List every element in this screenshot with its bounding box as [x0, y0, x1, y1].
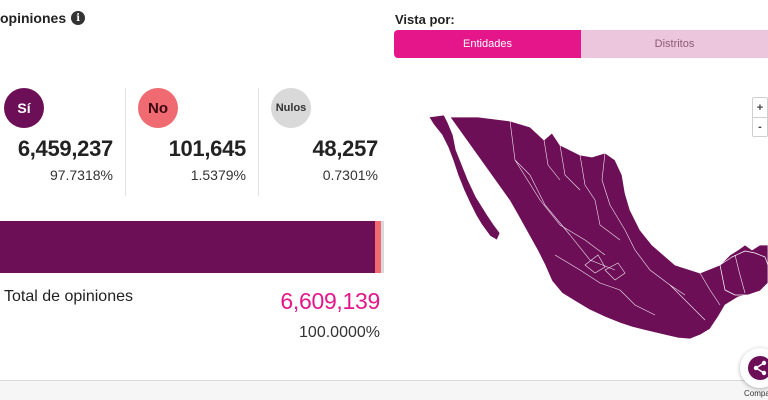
footer-strip [0, 381, 768, 400]
section-title-text: opiniones [0, 10, 67, 26]
badge-nulos: Nulos [271, 88, 311, 128]
map-state-border [609, 204, 636, 251]
percent-nulos: 0.7301% [322, 167, 378, 183]
zoom-out-button[interactable]: - [753, 117, 767, 136]
total-label: Total de opiniones [4, 288, 133, 305]
map-state-border [554, 254, 621, 291]
map-region-yucatan [719, 250, 768, 296]
share-label: Compartir [744, 389, 768, 398]
map-state-border [669, 284, 706, 321]
map-state-border [584, 254, 606, 274]
map-state-border [604, 262, 626, 281]
map-state-border [569, 234, 616, 271]
result-si: Sí 6,459,237 97.7318% [0, 88, 125, 196]
footer-divider [0, 380, 768, 381]
map-state-border [529, 174, 571, 236]
map-state-border [579, 154, 596, 201]
map-state-border [559, 224, 606, 256]
total-value: 6,609,139 [280, 288, 380, 314]
bar-segment-si [0, 221, 376, 273]
map-state-border [634, 249, 686, 296]
tab-distritos[interactable]: Distritos [581, 30, 768, 58]
total-percent: 100.0000% [299, 324, 380, 341]
map-state-border [543, 139, 561, 181]
section-title: opiniones i [0, 10, 86, 26]
percent-si: 97.7318% [49, 167, 113, 183]
result-nulos: Nulos 48,257 0.7301% [258, 88, 390, 196]
count-si: 6,459,237 [17, 136, 113, 161]
bar-segment-nulos [381, 221, 384, 273]
distribution-bar [0, 221, 384, 273]
result-no: No 101,645 1.5379% [125, 88, 258, 196]
count-no: 101,645 [168, 136, 247, 161]
map-region-mainland [449, 116, 768, 340]
map-state-border [734, 254, 746, 294]
share-icon [748, 356, 768, 380]
percent-no: 1.5379% [190, 167, 246, 183]
results-summary: Sí 6,459,237 97.7318% No 101,645 1.5379%… [0, 88, 390, 196]
map-region-baja-california [428, 114, 501, 241]
tab-entidades[interactable]: Entidades [394, 30, 581, 58]
share-button[interactable] [740, 348, 768, 388]
map-state-border [619, 289, 656, 316]
map-state-border [699, 272, 721, 306]
view-by-label: Vista por: [395, 12, 455, 27]
info-icon[interactable]: i [71, 11, 86, 25]
map-state-border [594, 199, 621, 241]
mexico-map[interactable] [420, 105, 768, 355]
map-state-border [514, 159, 561, 226]
count-nulos: 48,257 [312, 136, 379, 161]
view-tabs: Entidades Distritos [394, 30, 768, 58]
badge-si: Sí [4, 88, 44, 128]
map-state-border [601, 152, 611, 206]
bar-segment-no [375, 221, 382, 273]
zoom-in-button[interactable]: + [756, 101, 764, 114]
map-state-border [559, 144, 581, 191]
badge-no: No [138, 88, 178, 128]
